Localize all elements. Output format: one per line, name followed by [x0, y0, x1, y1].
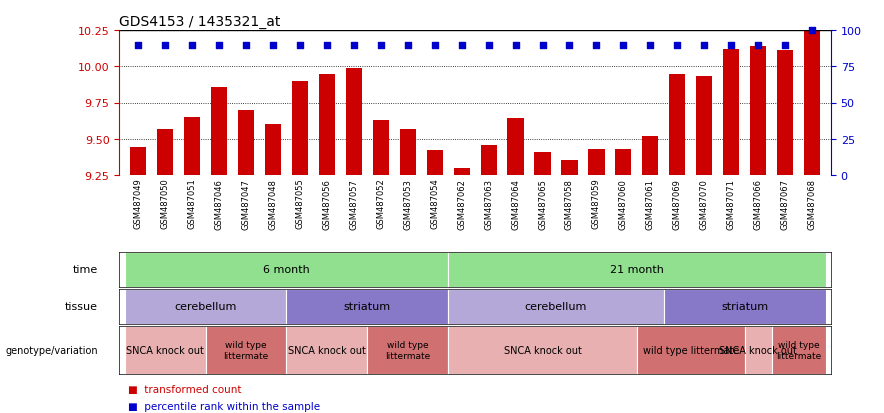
Point — [805, 28, 819, 34]
Text: cerebellum: cerebellum — [174, 301, 237, 312]
Bar — [125, 326, 206, 374]
Bar — [589, 150, 605, 176]
Text: 6 month: 6 month — [263, 264, 309, 275]
Text: GDS4153 / 1435321_at: GDS4153 / 1435321_at — [119, 14, 281, 28]
Point — [508, 42, 522, 49]
Bar — [238, 111, 254, 176]
Bar — [636, 326, 744, 374]
Point — [293, 42, 307, 49]
Point — [347, 42, 361, 49]
Bar — [125, 289, 286, 324]
Bar — [265, 125, 281, 176]
Bar — [669, 74, 685, 176]
Bar — [507, 119, 523, 176]
Bar — [448, 252, 826, 287]
Text: cerebellum: cerebellum — [525, 301, 587, 312]
Text: SNCA knock out: SNCA knock out — [288, 345, 366, 355]
Bar — [448, 326, 636, 374]
Text: wild type
littermate: wild type littermate — [385, 340, 431, 360]
Point — [158, 42, 172, 49]
Point — [374, 42, 388, 49]
Point — [131, 42, 145, 49]
Text: 21 month: 21 month — [610, 264, 664, 275]
Text: SNCA knock out: SNCA knock out — [720, 345, 797, 355]
Bar — [130, 148, 146, 176]
Bar — [286, 326, 368, 374]
Text: tissue: tissue — [65, 301, 98, 312]
Bar — [400, 129, 415, 176]
Bar — [211, 88, 227, 176]
Bar — [157, 129, 173, 176]
Point — [239, 42, 253, 49]
Text: wild type
littermate: wild type littermate — [224, 340, 269, 360]
Text: SNCA knock out: SNCA knock out — [126, 345, 204, 355]
Point — [185, 42, 199, 49]
Bar — [448, 289, 664, 324]
Text: genotype/variation: genotype/variation — [5, 345, 98, 355]
Bar — [615, 150, 631, 176]
Bar — [723, 50, 739, 176]
Point — [482, 42, 496, 49]
Point — [266, 42, 280, 49]
Bar — [481, 145, 497, 176]
Bar — [535, 152, 551, 176]
Bar — [292, 81, 308, 176]
Text: striatum: striatum — [721, 301, 768, 312]
Bar — [744, 326, 772, 374]
Point — [428, 42, 442, 49]
Point — [454, 42, 469, 49]
Bar — [804, 32, 820, 176]
Point — [536, 42, 550, 49]
Point — [644, 42, 658, 49]
Bar — [453, 168, 469, 176]
Point — [590, 42, 604, 49]
Bar — [751, 47, 766, 176]
Bar — [319, 74, 335, 176]
Bar — [373, 121, 389, 176]
Point — [724, 42, 738, 49]
Bar — [427, 151, 443, 176]
Point — [670, 42, 684, 49]
Text: wild type
littermate: wild type littermate — [776, 340, 821, 360]
Point — [616, 42, 630, 49]
Bar — [664, 289, 826, 324]
Text: ■  percentile rank within the sample: ■ percentile rank within the sample — [128, 401, 320, 411]
Bar — [643, 137, 659, 176]
Point — [778, 42, 792, 49]
Bar — [346, 69, 362, 176]
Bar — [368, 326, 448, 374]
Text: time: time — [72, 264, 98, 275]
Text: wild type littermate: wild type littermate — [643, 345, 739, 355]
Bar — [561, 161, 577, 176]
Point — [751, 42, 766, 49]
Bar — [697, 77, 713, 176]
Point — [320, 42, 334, 49]
Text: SNCA knock out: SNCA knock out — [504, 345, 582, 355]
Text: ■  transformed count: ■ transformed count — [128, 384, 241, 394]
Bar — [125, 252, 448, 287]
Point — [212, 42, 226, 49]
Bar — [286, 289, 448, 324]
Text: striatum: striatum — [344, 301, 391, 312]
Bar — [184, 118, 200, 176]
Point — [562, 42, 576, 49]
Bar — [777, 51, 793, 176]
Point — [400, 42, 415, 49]
Bar — [206, 326, 286, 374]
Point — [697, 42, 712, 49]
Bar — [772, 326, 826, 374]
